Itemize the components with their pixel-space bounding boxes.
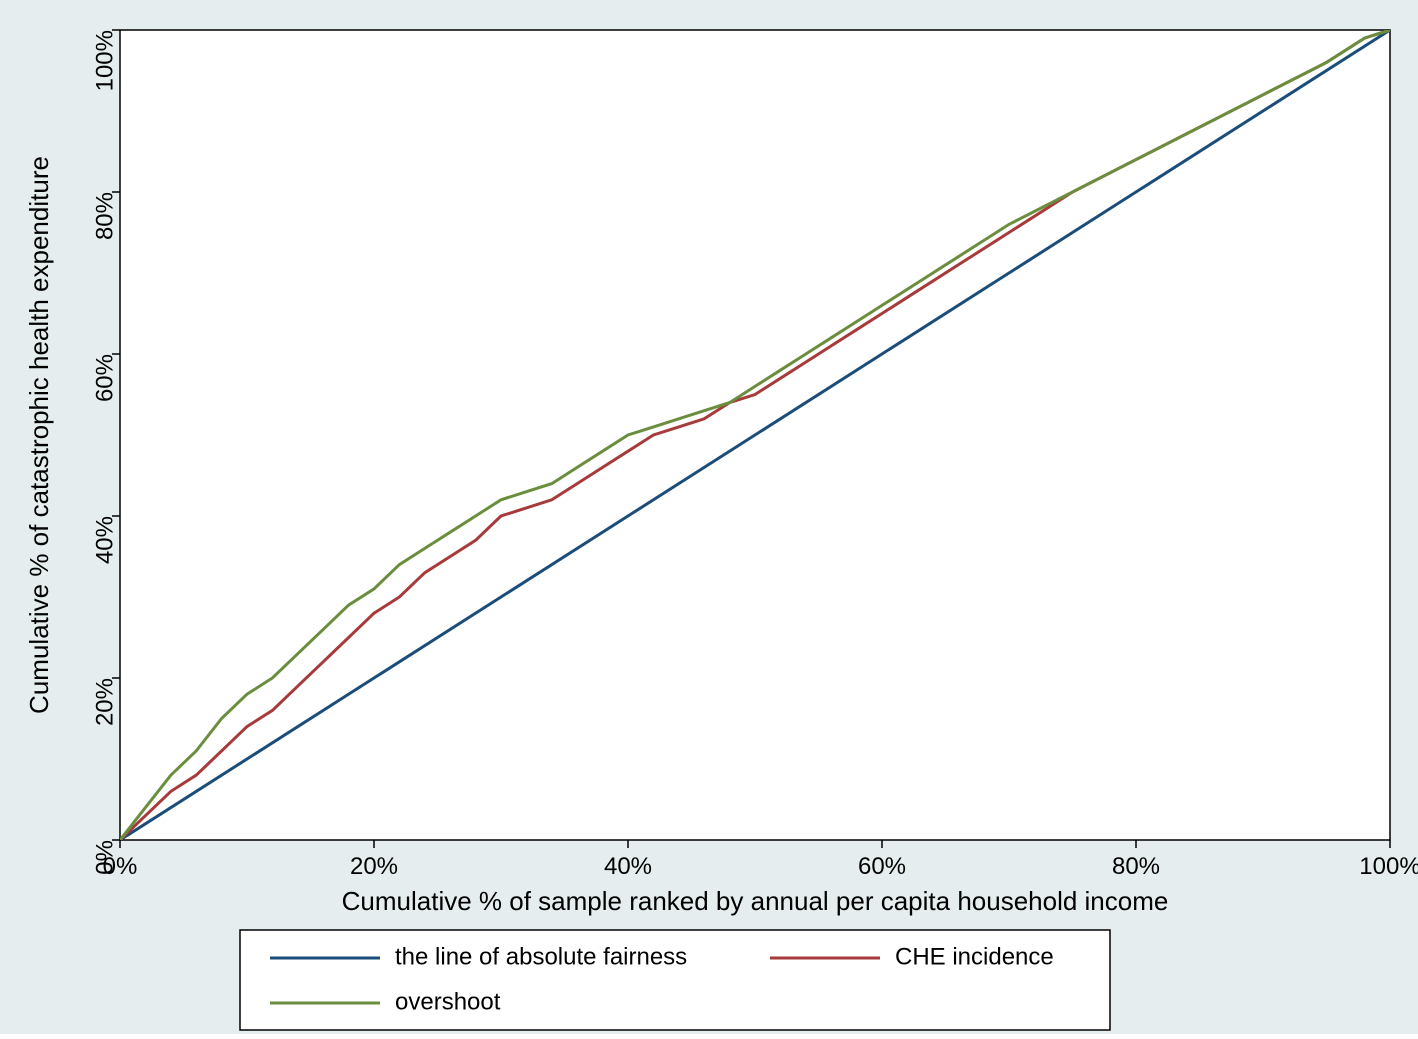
- y-tick-label: 100%: [91, 30, 118, 91]
- y-tick-label: 40%: [91, 516, 118, 564]
- x-tick-label: 20%: [350, 853, 398, 880]
- concentration-curve-chart: 0%20%40%60%80%100%0%20%40%60%80%100%Cumu…: [0, 0, 1418, 1034]
- y-tick-label: 80%: [91, 192, 118, 240]
- legend-label: CHE incidence: [895, 943, 1054, 970]
- y-tick-label: 0%: [91, 840, 118, 875]
- x-tick-label: 100%: [1359, 853, 1418, 880]
- legend-label: the line of absolute fairness: [395, 943, 687, 970]
- y-tick-label: 20%: [91, 678, 118, 726]
- y-tick-label: 60%: [91, 354, 118, 402]
- x-axis-label: Cumulative % of sample ranked by annual …: [342, 886, 1169, 916]
- legend-label: overshoot: [395, 988, 501, 1015]
- x-tick-label: 80%: [1112, 853, 1160, 880]
- x-tick-label: 60%: [858, 853, 906, 880]
- chart-container: 0%20%40%60%80%100%0%20%40%60%80%100%Cumu…: [0, 0, 1418, 1034]
- y-axis-label: Cumulative % of catastrophic health expe…: [24, 156, 54, 714]
- x-tick-label: 40%: [604, 853, 652, 880]
